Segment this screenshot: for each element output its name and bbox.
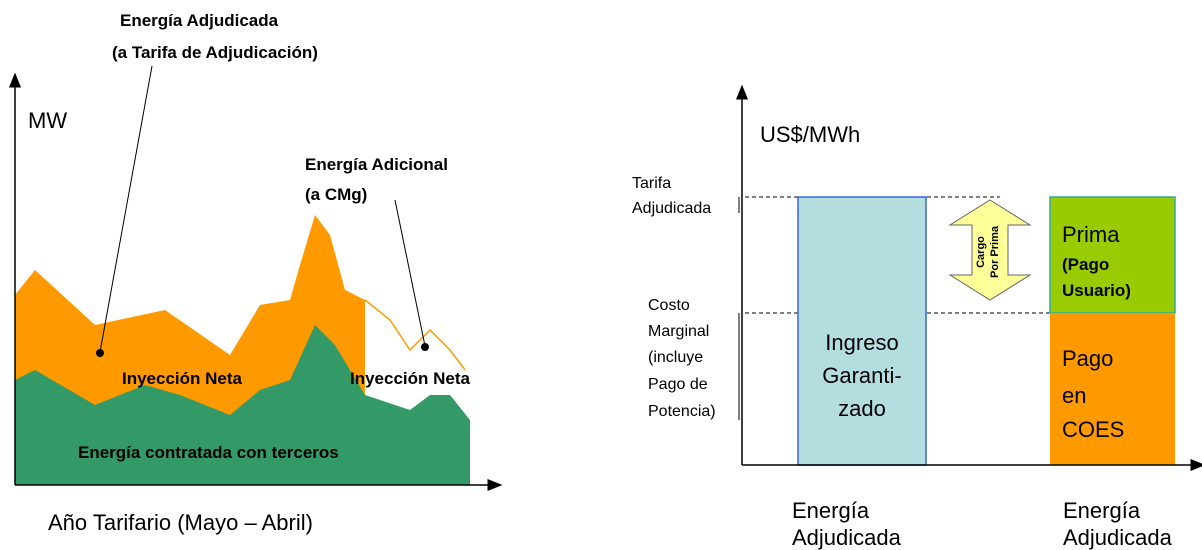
category-label: Adjudicada <box>1063 525 1173 550</box>
bar-text: Pago <box>1062 346 1113 371</box>
area-label: Inyección Neta <box>122 369 243 388</box>
category-label: Energía <box>792 498 870 523</box>
bar-text: Usuario) <box>1062 281 1131 300</box>
bar-text: (Pago <box>1062 255 1109 274</box>
arrow-label: Cargo <box>975 236 987 268</box>
arrow-label: Por Prima <box>989 225 1001 278</box>
bar-text: Ingreso <box>825 330 898 355</box>
callout-line <box>99 65 153 353</box>
callout: (a Tarifa de Adjudicación) <box>112 43 318 62</box>
category-label: Energía <box>1063 498 1141 523</box>
axis-label: Año Tarifario (Mayo – Abril) <box>48 510 313 535</box>
bar-text: zado <box>838 396 886 421</box>
level-label: Costo <box>648 297 690 314</box>
level-label: Pago de <box>648 376 708 393</box>
level-label: (incluye <box>648 349 703 366</box>
axis-label: US$/MWh <box>760 122 860 147</box>
area-label: Inyección Neta <box>350 369 471 388</box>
bar-text: en <box>1062 383 1086 408</box>
axis-label: MW <box>28 108 67 133</box>
area-label: Energía contratada con terceros <box>78 443 339 462</box>
callout-dot <box>96 349 104 357</box>
bar-guaranteed <box>797 196 927 466</box>
category-label: Adjudicada <box>792 525 902 550</box>
callout-line <box>394 199 426 347</box>
additional-line <box>364 299 466 371</box>
level-label: Marginal <box>648 323 709 340</box>
callout: (a CMg) <box>305 185 367 204</box>
level-label: Tarifa <box>632 175 671 192</box>
double-arrow <box>948 199 1032 301</box>
contracted-area <box>15 325 470 485</box>
callout: Energía Adicional <box>305 155 448 174</box>
callout-dot <box>421 343 429 351</box>
callout: Energía Adjudicada <box>120 11 279 30</box>
bar-text: COES <box>1062 417 1124 442</box>
level-label: Potencia) <box>648 403 716 420</box>
bar-premium <box>1049 196 1176 314</box>
bar-text: Prima <box>1062 222 1120 247</box>
bar-coes <box>1050 313 1175 465</box>
bar-text: Garanti- <box>822 363 901 388</box>
level-label: Adjudicada <box>632 200 711 217</box>
